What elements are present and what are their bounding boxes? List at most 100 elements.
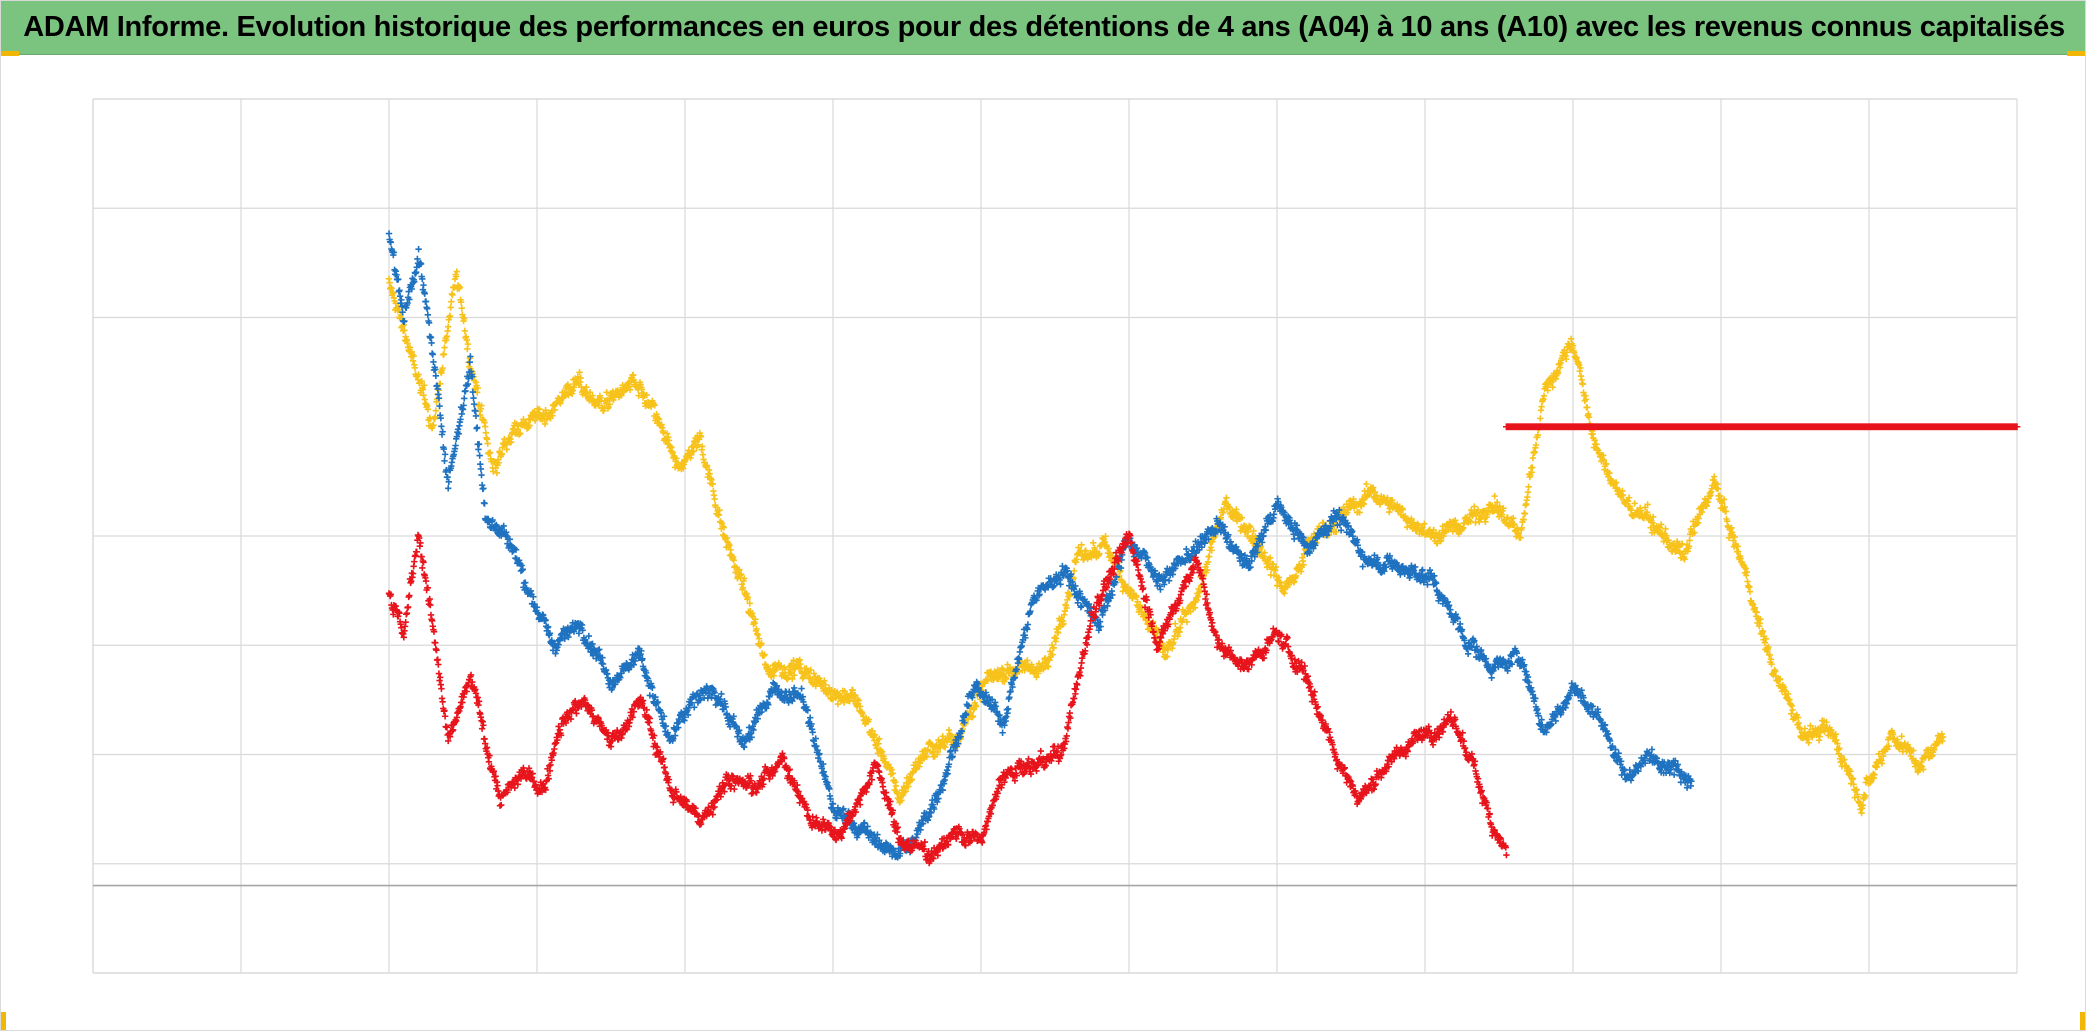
data-point xyxy=(1270,511,1278,518)
data-point xyxy=(573,710,580,717)
data-point xyxy=(1272,563,1279,571)
data-point xyxy=(1165,577,1173,584)
data-point xyxy=(1194,593,1202,600)
data-point xyxy=(1537,415,1544,422)
data-point xyxy=(395,306,403,314)
data-point xyxy=(441,344,448,351)
data-point xyxy=(1066,592,1073,600)
data-point xyxy=(541,420,549,428)
data-point xyxy=(453,268,461,275)
data-point xyxy=(1205,553,1213,560)
data-point xyxy=(1226,504,1233,511)
data-point xyxy=(478,402,485,409)
data-point xyxy=(574,373,581,380)
data-point xyxy=(781,666,789,673)
data-point xyxy=(1525,483,1532,491)
title-bar: ADAM Informe. Evolution historique des p… xyxy=(1,1,2085,55)
data-point xyxy=(1281,590,1288,597)
data-point xyxy=(655,416,663,423)
data-point xyxy=(486,449,494,456)
data-point xyxy=(1246,522,1253,529)
data-point xyxy=(1711,473,1718,480)
data-point xyxy=(1187,608,1194,615)
data-point xyxy=(1801,725,1809,732)
data-point xyxy=(712,503,720,511)
data-point xyxy=(730,556,737,564)
data-point xyxy=(736,566,743,573)
data-point xyxy=(481,500,488,507)
data-point xyxy=(386,279,393,286)
data-point xyxy=(898,797,905,804)
data-point xyxy=(972,703,980,710)
data-point xyxy=(480,485,487,492)
data-point xyxy=(1898,733,1905,740)
data-point xyxy=(507,438,515,446)
data-point xyxy=(1040,664,1048,671)
data-point xyxy=(1070,567,1078,575)
data-point xyxy=(498,450,506,458)
data-point xyxy=(441,451,449,458)
data-point xyxy=(643,391,650,399)
data-point xyxy=(816,675,823,682)
data-point xyxy=(415,246,422,253)
data-point xyxy=(879,748,886,756)
data-point xyxy=(477,465,485,473)
data-point xyxy=(758,640,765,647)
data-point xyxy=(788,660,795,667)
data-point xyxy=(1360,500,1368,508)
data-point xyxy=(1491,492,1498,500)
data-point xyxy=(462,387,469,395)
data-point xyxy=(822,681,829,689)
data-point xyxy=(396,292,404,300)
data-point xyxy=(449,291,456,299)
data-point xyxy=(388,285,395,292)
data-point xyxy=(1164,653,1171,660)
data-point xyxy=(436,402,443,410)
data-point xyxy=(942,744,949,751)
data-point xyxy=(1193,596,1201,604)
data-point xyxy=(908,776,916,783)
data-point xyxy=(1003,675,1010,682)
data-point xyxy=(420,559,427,566)
data-point xyxy=(396,287,403,294)
data-point xyxy=(1004,705,1012,713)
data-point xyxy=(665,437,673,444)
data-point xyxy=(806,674,814,682)
chart-title: ADAM Informe. Evolution historique des p… xyxy=(23,11,2065,43)
data-point xyxy=(1091,544,1098,552)
data-point xyxy=(404,603,412,611)
data-point xyxy=(401,327,408,334)
data-point xyxy=(445,485,452,492)
data-point xyxy=(478,725,486,732)
data-point xyxy=(445,323,452,330)
data-point xyxy=(697,433,705,440)
data-point xyxy=(438,423,445,430)
data-point xyxy=(1267,554,1274,562)
data-point xyxy=(1261,549,1268,556)
data-point xyxy=(923,753,930,761)
data-point xyxy=(1292,572,1300,580)
data-point xyxy=(451,284,458,291)
data-point xyxy=(436,674,444,681)
data-point xyxy=(720,524,728,531)
data-point xyxy=(1250,527,1257,535)
data-point xyxy=(1050,644,1057,652)
data-point xyxy=(429,351,436,358)
data-point xyxy=(869,727,876,735)
data-point xyxy=(706,470,713,477)
data-point xyxy=(1172,620,1179,627)
series-layer xyxy=(385,230,2021,867)
data-point xyxy=(1057,581,1064,588)
data-point xyxy=(406,592,413,599)
data-point xyxy=(536,406,543,413)
data-point xyxy=(761,651,768,658)
data-point xyxy=(1078,541,1085,548)
data-point xyxy=(1046,656,1053,664)
data-point xyxy=(914,830,921,838)
data-point xyxy=(446,312,454,320)
data-point xyxy=(430,422,437,429)
data-point xyxy=(849,686,856,694)
data-point xyxy=(422,298,430,305)
data-point xyxy=(603,389,610,396)
